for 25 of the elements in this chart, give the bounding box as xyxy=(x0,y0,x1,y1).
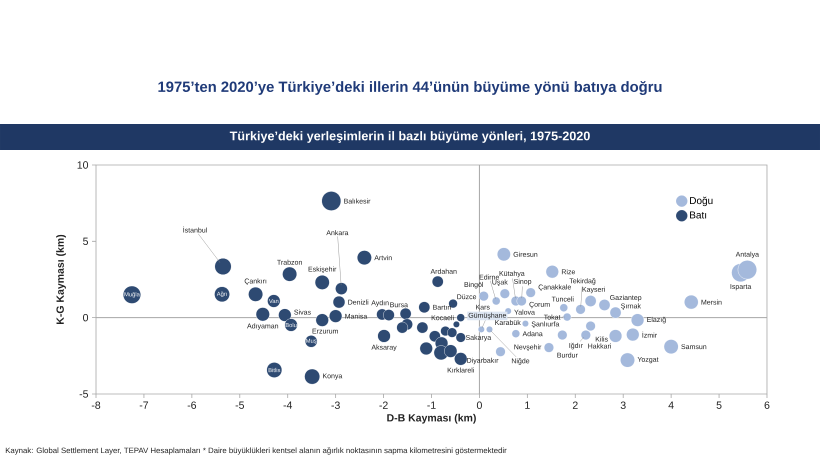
x-tick-label: 5 xyxy=(716,402,722,409)
x-tick-label: -8 xyxy=(92,402,100,409)
chart-title: 1975’ten 2020’ye Türkiye’deki illerin 44’ünün büyüme yönü batıya doğru xyxy=(158,80,662,95)
x-tick-label: -1 xyxy=(427,402,436,409)
y-tick-label: 0 xyxy=(83,314,88,322)
x-axis-title: D-B Kayması (km) xyxy=(387,414,476,424)
x-tick-label: -7 xyxy=(140,402,148,409)
y-tick-label: -5 xyxy=(80,390,88,398)
y-tick-label: 5 xyxy=(83,238,88,245)
y-tick-label: 10 xyxy=(78,161,88,169)
x-tick-label: 0 xyxy=(476,402,482,409)
x-tick-label: -6 xyxy=(188,402,196,409)
x-tick-label: 3 xyxy=(620,402,626,409)
y-axis-title: K-G Kayması (km) xyxy=(56,234,66,324)
x-tick-label: -2 xyxy=(379,402,388,409)
x-tick-label: -3 xyxy=(331,402,340,409)
legend-label: Batı xyxy=(690,212,706,219)
x-tick-label: 6 xyxy=(764,402,770,409)
x-tick-label: -4 xyxy=(284,402,292,409)
x-tick-label: -5 xyxy=(236,402,244,409)
x-tick-label: 1 xyxy=(525,402,530,409)
legend-label: Doğu xyxy=(690,196,712,206)
chart-subtitle: Türkiye’deki yerleşimlerin il bazlı büyüme yönleri, 1975-2020 xyxy=(230,131,590,143)
x-tick-label: 2 xyxy=(572,402,578,409)
x-tick-label: 4 xyxy=(668,402,674,409)
